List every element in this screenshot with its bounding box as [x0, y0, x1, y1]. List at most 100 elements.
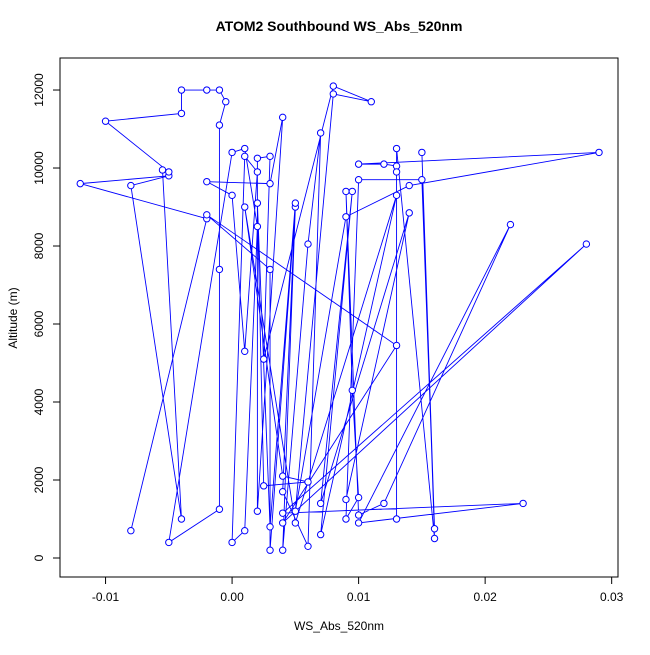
data-point: [76, 179, 84, 188]
data-point: [329, 82, 338, 90]
data-point: [228, 191, 236, 200]
x-tick-label: 0.02: [473, 590, 497, 604]
data-point: [316, 129, 325, 137]
data-point: [228, 148, 236, 157]
data-point: [304, 542, 312, 551]
y-tick-label: 6000: [32, 310, 46, 337]
data-point: [278, 519, 287, 527]
data-point: [203, 177, 211, 186]
data-point: [215, 86, 224, 94]
data-point: [291, 507, 300, 515]
data-point: [342, 213, 350, 221]
data-point: [392, 144, 401, 153]
data-point: [342, 515, 350, 523]
data-point: [348, 187, 356, 196]
data-point: [253, 154, 262, 162]
data-point: [127, 527, 135, 535]
x-tick-label: 0.00: [220, 590, 244, 604]
data-point: [519, 499, 527, 508]
data-point: [266, 523, 274, 531]
data-point: [304, 240, 312, 248]
data-point: [241, 347, 249, 356]
data-point: [278, 472, 287, 480]
data-point: [278, 113, 287, 122]
data-point: [392, 168, 401, 176]
data-point: [222, 98, 230, 106]
data-point: [266, 546, 274, 554]
y-tick-label: 8000: [32, 232, 46, 259]
data-point: [354, 176, 363, 184]
data-point: [342, 187, 350, 196]
y-tick-label: 2000: [32, 466, 46, 493]
data-point: [266, 265, 274, 274]
data-point: [253, 199, 262, 207]
x-axis-label: WS_Abs_520nm: [294, 619, 384, 633]
y-tick-label: 10000: [32, 151, 46, 185]
data-point: [278, 546, 287, 554]
data-point: [165, 538, 173, 547]
data-point: [367, 98, 375, 106]
data-point: [177, 86, 186, 94]
data-point: [127, 181, 135, 190]
y-tick-label: 0: [32, 554, 46, 561]
data-point: [430, 525, 439, 533]
data-point: [260, 355, 268, 363]
data-point: [418, 148, 426, 157]
data-point: [177, 109, 186, 118]
data-point: [329, 90, 338, 98]
data-point: [158, 166, 167, 174]
y-tick-label: 4000: [32, 388, 46, 415]
data-point: [203, 86, 211, 94]
data-point: [342, 495, 350, 504]
data-point: [316, 530, 325, 539]
data-point: [253, 168, 262, 176]
chart-title: ATOM2 Southbound WS_Abs_520nm: [216, 18, 463, 34]
data-point: [241, 527, 249, 535]
x-tick-label: 0.03: [600, 590, 624, 604]
x-tick-label: 0.01: [347, 590, 371, 604]
plot-frame: [59, 57, 619, 578]
data-point: [405, 209, 413, 217]
data-point: [392, 341, 401, 350]
data-point: [278, 509, 287, 517]
y-axis-label: Altitude (m): [6, 287, 20, 348]
data-point: [253, 222, 262, 231]
data-point: [291, 519, 300, 527]
data-point: [101, 117, 110, 125]
data-point: [266, 152, 274, 161]
data-point: [228, 538, 236, 547]
data-point: [354, 160, 363, 168]
data-point: [165, 168, 173, 176]
data-point: [354, 493, 363, 502]
data-point: [260, 482, 268, 490]
data-point: [215, 505, 224, 513]
data-point: [203, 211, 211, 219]
data-point: [266, 179, 274, 188]
data-point: [348, 386, 356, 395]
data-point: [278, 488, 287, 496]
data-point: [354, 519, 363, 527]
data-point: [215, 265, 224, 274]
data-point: [291, 199, 300, 207]
data-point: [392, 191, 401, 200]
data-point: [241, 152, 249, 161]
data-point: [316, 499, 325, 508]
y-tick-label: 12000: [32, 73, 46, 107]
series-line: [80, 85, 600, 551]
data-point: [304, 478, 312, 486]
data-point: [253, 507, 262, 515]
x-tick-label: -0.01: [92, 590, 120, 604]
data-point: [506, 220, 515, 229]
data-point: [418, 176, 426, 184]
data-point: [241, 144, 249, 153]
data-point: [215, 121, 224, 129]
data-point: [392, 515, 401, 523]
data-point: [177, 515, 186, 523]
data-point: [405, 181, 413, 190]
data-point: [380, 499, 388, 508]
data-point: [380, 160, 388, 168]
data-point: [241, 203, 249, 211]
data-point: [354, 511, 363, 519]
data-point: [582, 240, 591, 248]
